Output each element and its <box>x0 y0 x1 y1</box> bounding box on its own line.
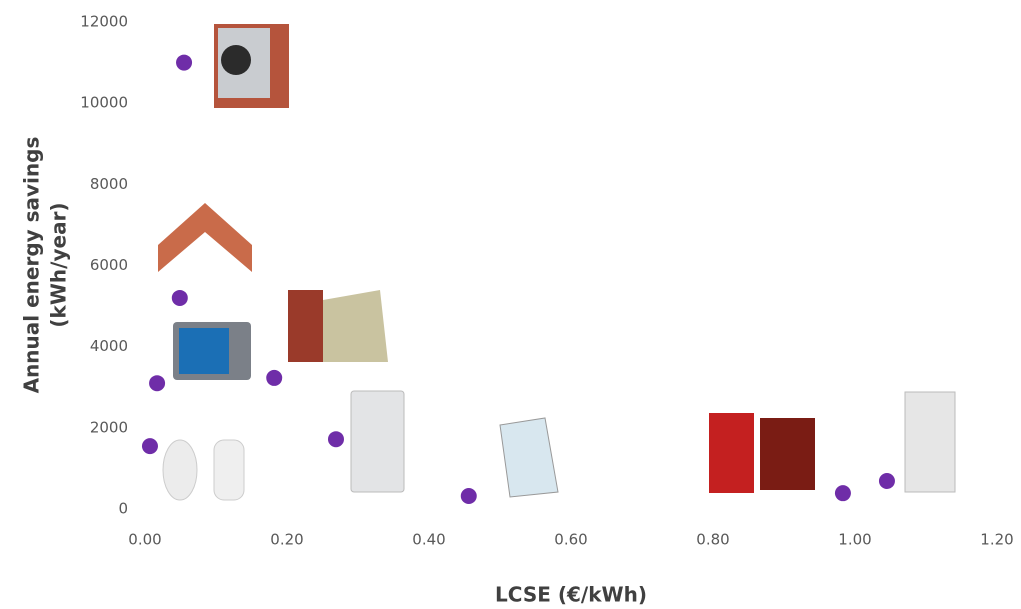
wall-insulation-icon <box>323 290 388 362</box>
x-tick-label: 0.80 <box>696 531 729 549</box>
x-tick-label: 0.00 <box>128 531 161 549</box>
data-point <box>460 488 477 505</box>
window-icon <box>499 417 559 498</box>
biomass-boiler-cut-icon <box>760 418 815 490</box>
heat-pump-fan <box>221 45 251 75</box>
heat-pump-tank-icon <box>904 391 956 493</box>
x-tick-label: 1.20 <box>980 531 1013 549</box>
y-tick-label: 10000 <box>80 94 128 112</box>
biomass-boiler-icon <box>709 413 754 493</box>
thermostat-screen <box>179 328 229 374</box>
y-axis-title: Annual energy savings <box>20 137 44 394</box>
y-tick-label: 0 <box>118 500 128 518</box>
x-tick-label: 0.60 <box>554 531 587 549</box>
x-tick-label: 0.20 <box>270 531 303 549</box>
product-illustrations <box>158 24 956 501</box>
boiler-icon <box>350 390 405 493</box>
data-point <box>834 485 851 502</box>
y-tick-label: 6000 <box>90 256 128 274</box>
roof-icon <box>158 203 252 272</box>
y-axis-title: (kWh/year) <box>47 202 71 327</box>
data-point <box>141 438 158 455</box>
data-point <box>266 369 283 386</box>
y-tick-label: 4000 <box>90 337 128 355</box>
y-tick-label: 12000 <box>80 13 128 31</box>
cfl-bulb-icon <box>213 439 245 501</box>
x-tick-label: 0.40 <box>412 531 445 549</box>
data-point <box>149 375 166 392</box>
y-tick-label: 2000 <box>90 418 128 436</box>
y-tick-label: 8000 <box>90 175 128 193</box>
x-tick-label: 1.00 <box>838 531 871 549</box>
x-axis-title: LCSE (€/kWh) <box>495 583 647 607</box>
data-point <box>171 289 188 306</box>
bulb-icon <box>162 439 198 501</box>
data-point <box>878 472 895 489</box>
wall-brick-icon <box>288 290 323 362</box>
data-point <box>176 54 193 71</box>
data-point <box>327 431 344 448</box>
